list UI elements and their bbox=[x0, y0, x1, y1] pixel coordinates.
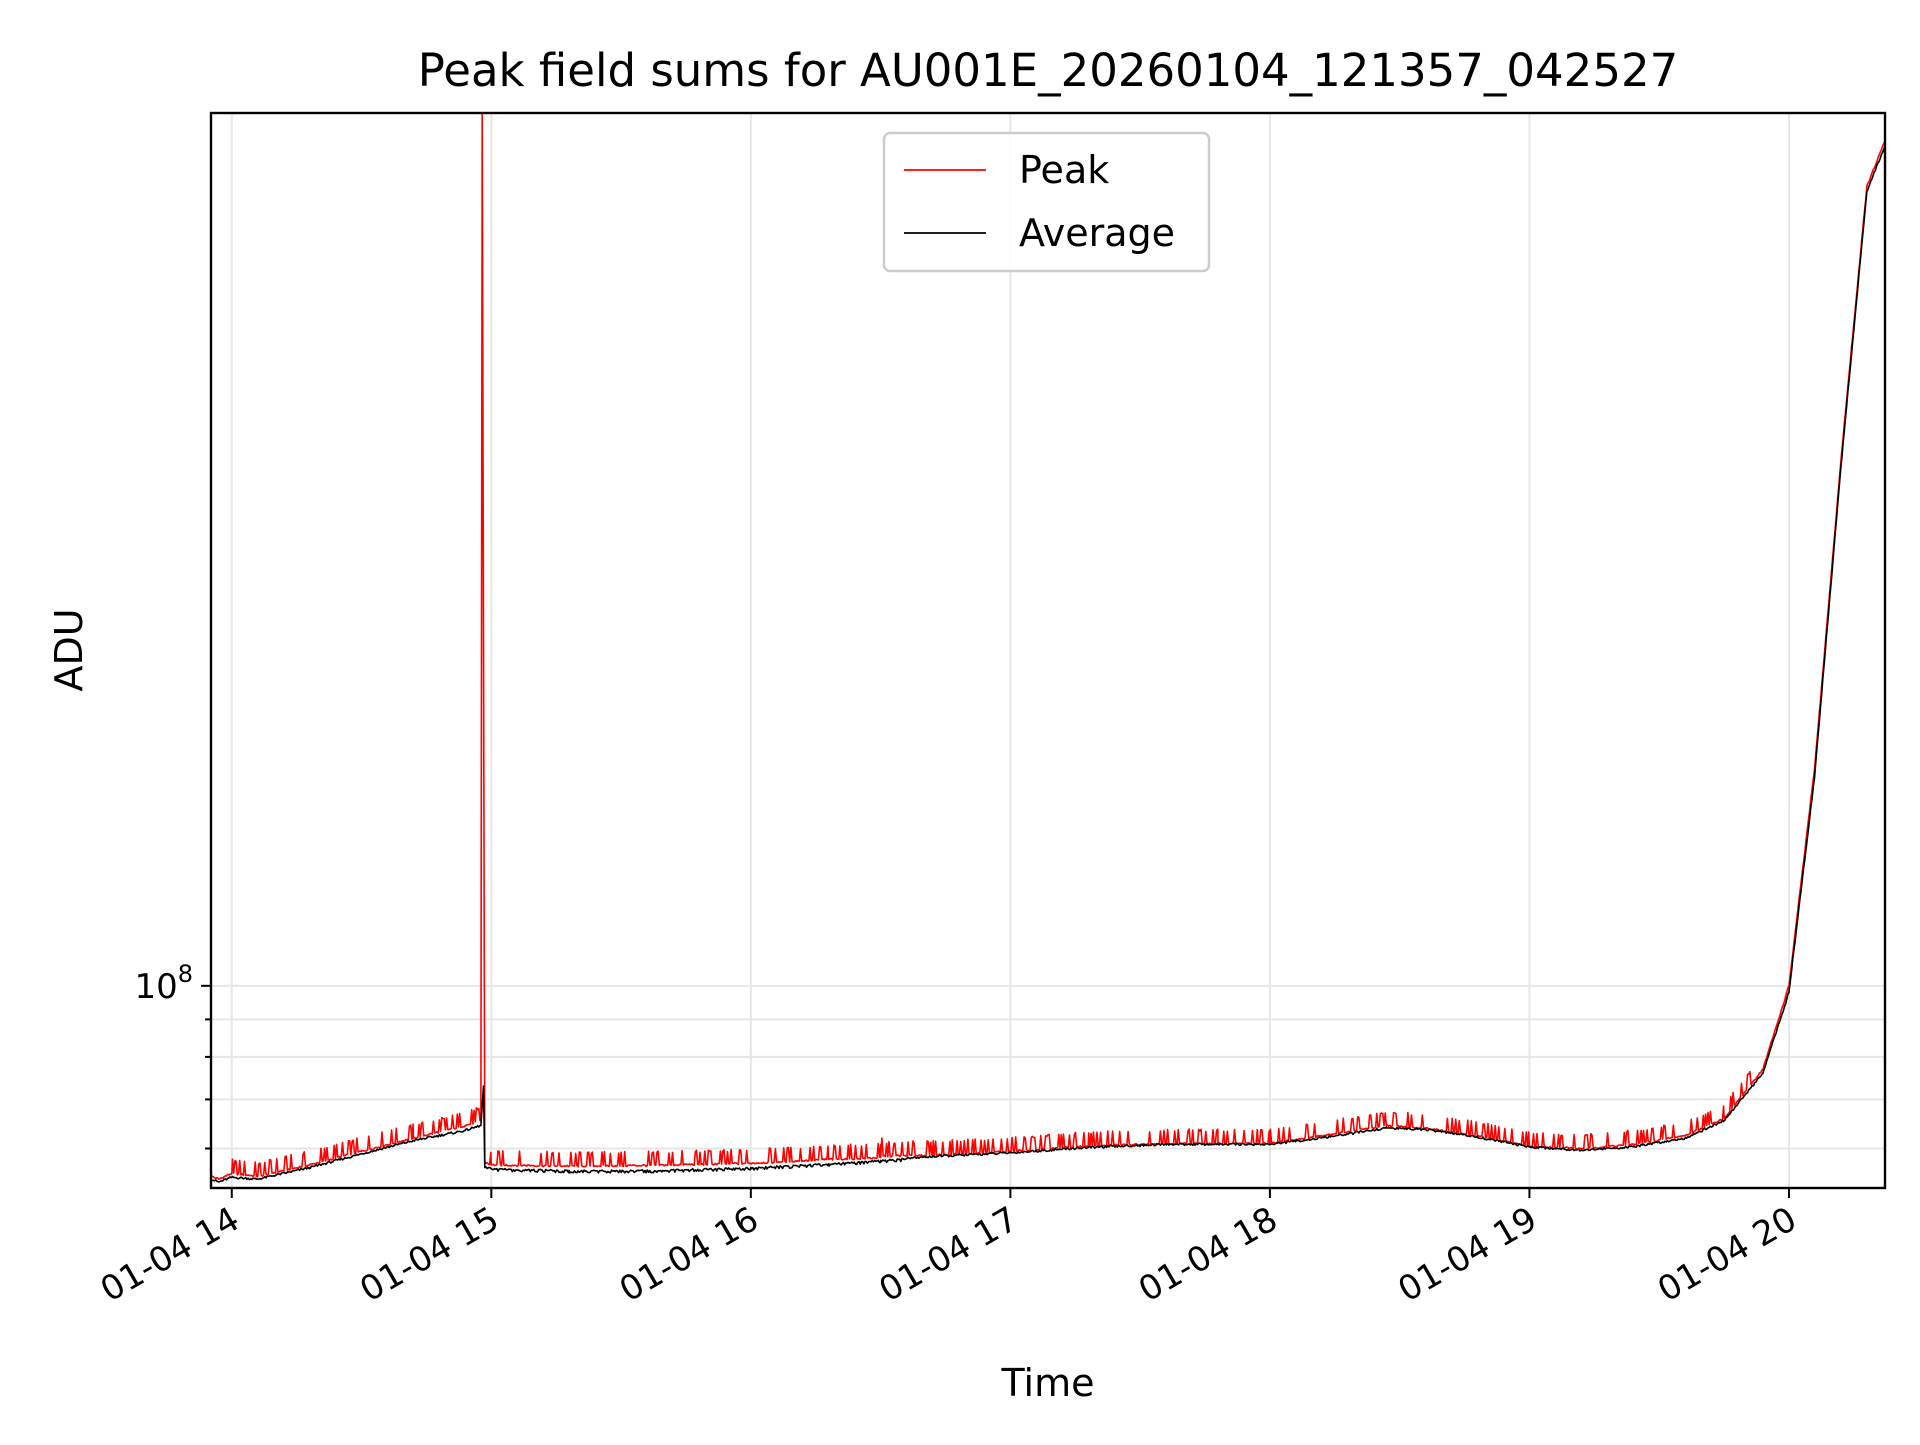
legend-box bbox=[882, 131, 1211, 273]
grid-lines bbox=[211, 113, 1885, 1188]
legend-average-label: Average bbox=[1019, 211, 1175, 255]
legend-peak-label: Peak bbox=[1019, 148, 1109, 192]
chart-title: Peak field sums for AU001E_20260104_1213… bbox=[418, 44, 1678, 97]
series-lines bbox=[211, 113, 1885, 1183]
plot-area-frame bbox=[209, 111, 1887, 1190]
series-line-average bbox=[211, 144, 1885, 1183]
y-tick-label: 108 bbox=[134, 960, 193, 1007]
x-axis-label: Time bbox=[1001, 1361, 1095, 1405]
legend: Peak Average bbox=[882, 131, 1211, 273]
y-axis-label: ADU bbox=[47, 608, 91, 691]
